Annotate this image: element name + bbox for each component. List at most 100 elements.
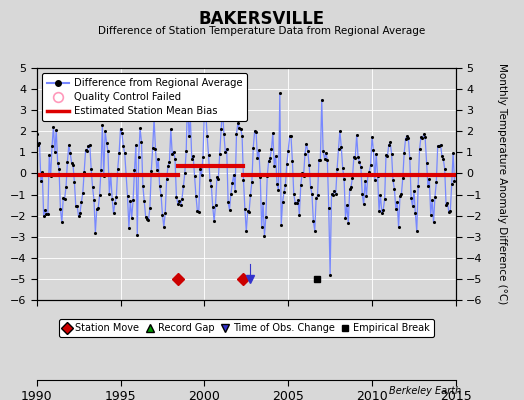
Point [215, 150, 224, 157]
Point [63, 158, 72, 165]
Point [411, 210, 420, 217]
Point [137, 139, 146, 145]
Point [441, 166, 449, 172]
Point [186, 116, 194, 122]
Point [64, 142, 73, 148]
Point [291, 200, 299, 206]
Point [330, 188, 339, 194]
Point [322, 150, 330, 156]
Point [80, 169, 89, 175]
Point [295, 212, 303, 218]
Y-axis label: Monthly Temperature Anomaly Difference (°C): Monthly Temperature Anomaly Difference (… [497, 63, 507, 305]
Point [284, 148, 292, 154]
Point [378, 210, 386, 216]
Point [53, 159, 62, 166]
Point [297, 182, 305, 188]
Point [189, 153, 198, 159]
Point [329, 192, 337, 198]
Point [260, 232, 269, 239]
Point [190, 172, 199, 179]
Point [270, 162, 278, 169]
Point [105, 191, 114, 197]
Point [52, 126, 60, 133]
Point [446, 208, 454, 214]
Point [160, 224, 168, 230]
Point [234, 120, 242, 126]
Point [132, 142, 140, 148]
Point [361, 178, 369, 185]
Point [298, 170, 307, 176]
Point [427, 211, 435, 218]
Point [374, 173, 382, 180]
Point [167, 126, 175, 133]
Point [89, 184, 97, 190]
Point [362, 193, 370, 199]
Point [157, 191, 165, 198]
Point [412, 228, 421, 234]
Point [343, 202, 351, 209]
Point [326, 272, 334, 278]
Point [353, 132, 361, 138]
Point [48, 142, 56, 149]
Point [42, 211, 51, 217]
Point [348, 174, 357, 181]
Point [431, 194, 439, 201]
Point [66, 150, 74, 156]
Point [148, 145, 157, 151]
Point [239, 176, 248, 183]
Point [70, 179, 79, 185]
Point [49, 124, 58, 130]
Point [169, 148, 178, 155]
Point [281, 182, 290, 188]
Point [344, 220, 353, 226]
Point [433, 143, 442, 149]
Point [351, 155, 359, 161]
Point [147, 168, 156, 175]
Point [217, 126, 225, 132]
Point [213, 174, 221, 180]
Point [161, 209, 169, 216]
Point [309, 218, 318, 224]
Point [168, 151, 177, 157]
Point [227, 191, 235, 197]
Point [228, 180, 236, 186]
Point [320, 156, 329, 162]
Point [391, 205, 400, 212]
Point [414, 183, 422, 190]
Point [410, 188, 418, 194]
Point [146, 205, 154, 212]
Point [177, 201, 185, 208]
Point [379, 206, 387, 213]
Point [116, 126, 125, 132]
Point [110, 210, 118, 216]
Point [220, 131, 228, 138]
Legend: Difference from Regional Average, Quality Control Failed, Estimated Station Mean: Difference from Regional Average, Qualit… [42, 73, 247, 121]
Point [282, 161, 291, 168]
Point [101, 128, 110, 134]
Point [204, 152, 213, 158]
Point [274, 186, 282, 193]
Point [140, 198, 148, 204]
Point [390, 186, 399, 192]
Point [385, 142, 393, 148]
Point [119, 143, 127, 150]
Point [164, 163, 172, 169]
Point [97, 167, 105, 174]
Point [408, 203, 417, 210]
Point [265, 158, 273, 164]
Point [156, 183, 164, 189]
Point [47, 173, 55, 179]
Point [172, 193, 181, 200]
Point [406, 155, 414, 162]
Point [102, 140, 111, 146]
Point [393, 199, 401, 205]
Point [263, 173, 271, 179]
Point [337, 144, 345, 150]
Point [232, 130, 241, 137]
Point [118, 130, 126, 136]
Point [372, 151, 380, 157]
Point [396, 193, 404, 199]
Point [341, 214, 350, 221]
Point [207, 182, 215, 189]
Point [98, 122, 106, 128]
